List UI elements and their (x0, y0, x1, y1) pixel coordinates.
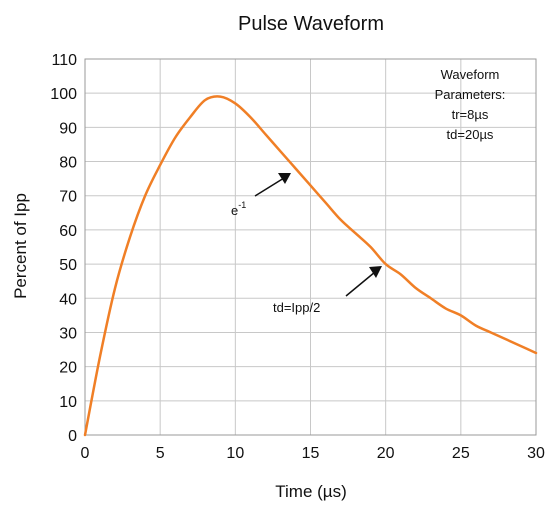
x-tick-label: 25 (452, 445, 470, 462)
y-tick-label: 30 (59, 325, 77, 342)
parameters-line-3: tr=8µs (452, 107, 489, 122)
half-value-label: td=Ipp/2 (273, 300, 320, 315)
e-inverse-label: e-1 (231, 200, 246, 218)
y-tick-label: 80 (59, 155, 77, 172)
e-inverse-arrowhead (278, 173, 291, 184)
y-tick-label: 0 (68, 428, 77, 445)
plot-frame (84, 58, 537, 436)
parameters-line-1: Waveform (441, 67, 500, 82)
x-tick-label: 5 (156, 445, 165, 462)
x-axis-label: Time (µs) (275, 482, 347, 501)
y-tick-label: 10 (59, 394, 77, 411)
y-tick-label: 60 (59, 223, 77, 240)
half-value-arrow (345, 271, 376, 297)
tick-labels: 0 10 20 30 40 50 60 70 80 90 100 110 0 5 10 15 20 25 30 (50, 52, 545, 462)
y-tick-label: 40 (59, 291, 77, 308)
x-tick-label: 0 (81, 445, 90, 462)
series-layer (83, 95, 538, 437)
x-tick-label: 10 (226, 445, 244, 462)
y-tick-label: 70 (59, 189, 77, 206)
x-tick-label: 20 (377, 445, 395, 462)
y-tick-label: 100 (50, 86, 77, 103)
half-value-arrowhead (369, 266, 382, 278)
parameters-line-2: Parameters: (435, 87, 506, 102)
series-line (83, 95, 538, 437)
x-tick-label: 30 (527, 445, 545, 462)
y-axis-label: Percent of Ipp (11, 193, 30, 299)
y-tick-label: 90 (59, 120, 77, 137)
y-tick-label: 20 (59, 360, 77, 377)
x-tick-label: 15 (302, 445, 320, 462)
y-tick-label: 110 (51, 52, 77, 69)
half-value-annotation: td=Ipp/2 (273, 266, 382, 315)
parameters-line-4: td=20µs (447, 127, 494, 142)
waveform-parameters-box: Waveform Parameters: tr=8µs td=20µs (435, 67, 506, 142)
e-inverse-exponent: -1 (238, 200, 246, 210)
chart-title: Pulse Waveform (238, 13, 384, 35)
e-inverse-arrow (254, 177, 285, 197)
y-tick-label: 50 (59, 257, 77, 274)
e-inverse-annotation: e-1 (231, 173, 291, 218)
grid (84, 58, 537, 436)
